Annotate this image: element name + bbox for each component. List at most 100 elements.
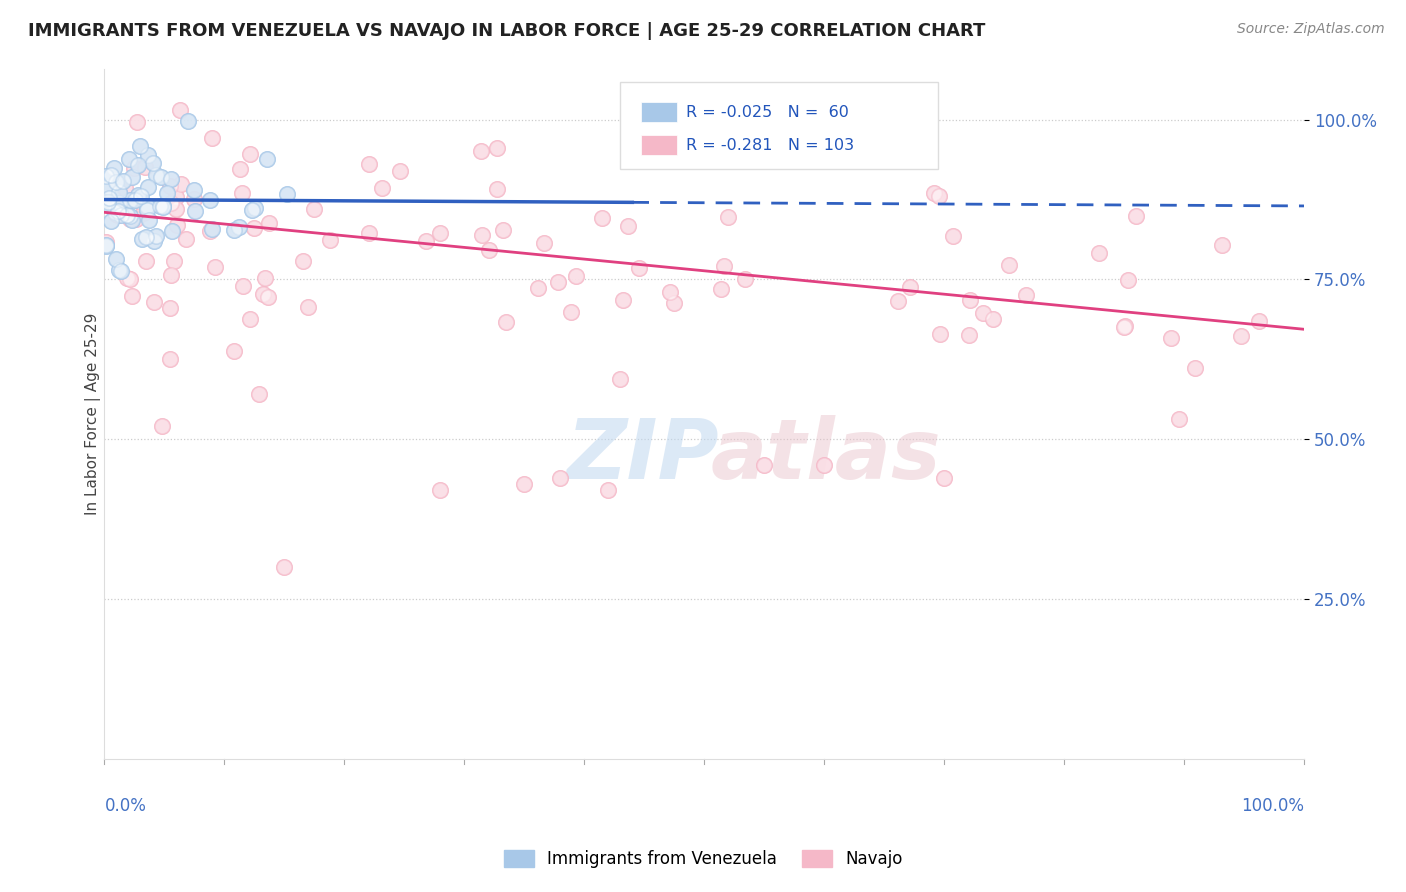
Point xyxy=(129,189,152,203)
Point xyxy=(794,145,817,159)
Point xyxy=(100,214,122,228)
Point xyxy=(659,285,682,300)
Point xyxy=(136,148,159,162)
Point xyxy=(198,193,221,207)
Point xyxy=(1249,313,1271,327)
Point xyxy=(922,186,945,200)
Point xyxy=(204,260,226,274)
Point xyxy=(105,252,128,266)
Point xyxy=(169,178,191,192)
Text: IMMIGRANTS FROM VENEZUELA VS NAVAJO IN LABOR FORCE | AGE 25-29 CORRELATION CHART: IMMIGRANTS FROM VENEZUELA VS NAVAJO IN L… xyxy=(28,22,986,40)
Point xyxy=(998,258,1021,272)
Point xyxy=(1116,273,1139,287)
Point xyxy=(94,239,117,253)
Point xyxy=(163,254,186,268)
Point xyxy=(135,253,157,268)
Y-axis label: In Labor Force | Age 25-29: In Labor Force | Age 25-29 xyxy=(86,312,101,515)
Point xyxy=(166,218,188,232)
Point xyxy=(526,281,548,295)
Point xyxy=(159,268,181,283)
Point xyxy=(131,232,153,246)
Point xyxy=(240,203,263,218)
Point xyxy=(257,216,280,230)
Point xyxy=(254,271,277,285)
Point xyxy=(115,208,138,222)
Point xyxy=(142,294,165,309)
Point xyxy=(136,148,159,162)
Point xyxy=(1160,331,1182,345)
Point xyxy=(118,211,141,226)
Point xyxy=(142,234,165,248)
Point xyxy=(616,219,638,234)
Point xyxy=(243,220,266,235)
Point xyxy=(183,183,205,197)
Point xyxy=(107,204,129,219)
Point xyxy=(222,343,245,358)
Point xyxy=(513,477,536,491)
Point xyxy=(94,169,117,183)
Point xyxy=(659,285,682,300)
Point xyxy=(1160,331,1182,345)
Point xyxy=(415,234,437,248)
Point xyxy=(100,168,122,182)
Point xyxy=(1211,238,1233,252)
Point xyxy=(550,470,572,484)
Text: R = -0.281   N = 103: R = -0.281 N = 103 xyxy=(686,137,855,153)
Point xyxy=(118,152,141,166)
Point xyxy=(107,204,129,219)
Point xyxy=(201,130,224,145)
Point xyxy=(159,352,181,367)
Point xyxy=(228,220,250,235)
Point xyxy=(1211,238,1233,252)
Text: 0.0%: 0.0% xyxy=(104,797,146,814)
Point xyxy=(928,189,950,203)
Point xyxy=(1114,318,1136,333)
Point xyxy=(165,202,187,217)
Point xyxy=(110,264,132,278)
Point xyxy=(429,483,451,498)
Point xyxy=(121,289,143,303)
Point xyxy=(156,186,179,200)
Point xyxy=(239,312,262,326)
Point xyxy=(98,191,121,205)
Point xyxy=(152,199,174,213)
Point xyxy=(533,235,555,250)
Point xyxy=(124,161,146,175)
Point xyxy=(252,287,274,301)
Point xyxy=(245,202,267,216)
Point xyxy=(108,196,131,211)
Point xyxy=(898,280,921,294)
Point xyxy=(110,264,132,278)
Point xyxy=(125,211,148,226)
Point xyxy=(118,211,141,226)
Point xyxy=(159,195,181,210)
Point xyxy=(96,196,118,211)
Point xyxy=(1230,329,1253,343)
Point xyxy=(256,153,278,167)
Point xyxy=(429,483,451,498)
Point xyxy=(247,387,270,401)
Point xyxy=(229,161,252,176)
Point xyxy=(486,141,509,155)
Point xyxy=(145,228,167,243)
Point xyxy=(152,200,174,214)
Point xyxy=(117,270,139,285)
Point xyxy=(547,275,569,289)
Bar xyxy=(641,103,676,121)
Point xyxy=(565,268,588,283)
Point xyxy=(108,262,131,277)
Point xyxy=(108,186,131,200)
Point xyxy=(972,305,994,319)
Point xyxy=(526,281,548,295)
Point xyxy=(177,113,200,128)
Point xyxy=(160,224,183,238)
Point xyxy=(129,195,152,210)
Point xyxy=(104,175,127,189)
Point xyxy=(150,169,173,184)
Point xyxy=(183,183,205,197)
Point xyxy=(159,301,181,315)
Point xyxy=(103,161,125,175)
Point xyxy=(183,192,205,206)
Point xyxy=(232,279,254,293)
Point xyxy=(710,282,733,296)
